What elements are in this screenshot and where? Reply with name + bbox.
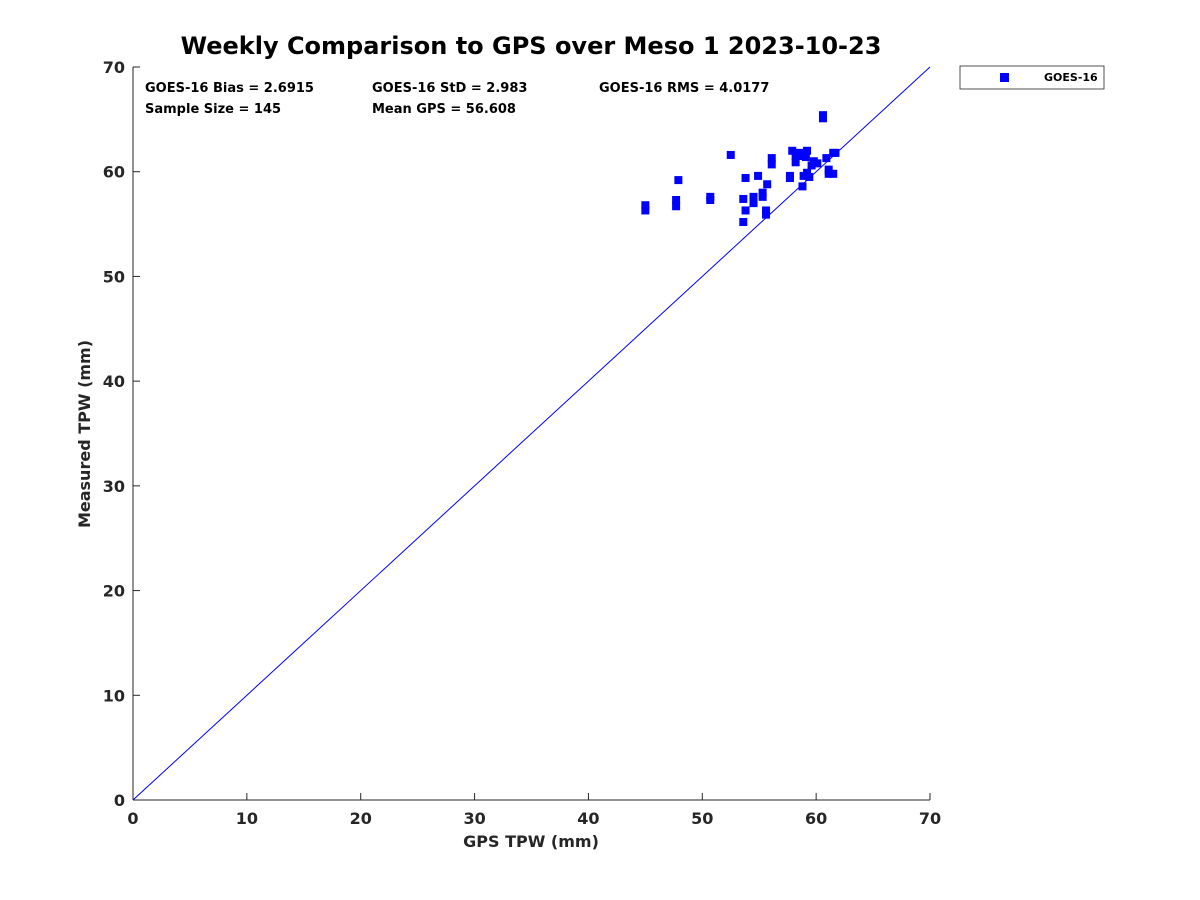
x-tick-label: 70 bbox=[919, 809, 941, 828]
goes16-data-point bbox=[741, 206, 750, 215]
goes16-data-point bbox=[801, 153, 810, 162]
stat-std: GOES-16 StD = 2.983 bbox=[372, 81, 527, 96]
goes16-data-point bbox=[791, 158, 800, 167]
goes16-data-point bbox=[749, 192, 758, 201]
goes16-data-point bbox=[641, 201, 650, 210]
goes16-data-point bbox=[785, 173, 794, 182]
goes16-data-point bbox=[803, 168, 812, 177]
stats-block: GOES-16 Bias = 2.6915 GOES-16 StD = 2.98… bbox=[145, 81, 769, 117]
stat-mean-gps: Mean GPS = 56.608 bbox=[372, 102, 516, 117]
goes16-data-point bbox=[798, 182, 807, 191]
one-to-one-line bbox=[132, 66, 931, 801]
legend: GOES-16 bbox=[959, 65, 1105, 90]
goes16-data-point bbox=[805, 172, 814, 181]
y-tick-label: 40 bbox=[103, 372, 125, 391]
goes16-series bbox=[641, 111, 840, 226]
stat-rms: GOES-16 RMS = 4.0177 bbox=[599, 81, 769, 96]
goes16-data-point bbox=[726, 150, 735, 159]
goes16-data-point bbox=[818, 114, 827, 123]
goes16-data-point bbox=[758, 192, 767, 201]
goes16-data-point bbox=[749, 199, 758, 208]
goes16-data-point bbox=[807, 161, 816, 170]
y-tick-label: 10 bbox=[103, 686, 125, 705]
goes16-data-point bbox=[829, 169, 838, 178]
goes16-data-point bbox=[674, 176, 683, 185]
goes16-data-point bbox=[739, 194, 748, 203]
x-tick-label: 60 bbox=[805, 809, 827, 828]
goes16-data-point bbox=[641, 206, 650, 215]
legend-label-goes16: GOES-16 bbox=[1044, 71, 1098, 84]
stat-bias: GOES-16 Bias = 2.6915 bbox=[145, 81, 314, 96]
y-tick-label: 30 bbox=[103, 477, 125, 496]
y-axis-label: Measured TPW (mm) bbox=[75, 340, 94, 528]
legend-marker-square bbox=[1000, 73, 1009, 82]
goes16-data-point bbox=[797, 152, 806, 161]
legend-box bbox=[959, 65, 1105, 90]
x-tick-label: 50 bbox=[691, 809, 713, 828]
goes16-data-point bbox=[824, 165, 833, 174]
goes16-data-point bbox=[767, 154, 776, 163]
y-tick-label: 0 bbox=[114, 791, 125, 810]
x-tick-label: 30 bbox=[463, 809, 485, 828]
goes16-data-point bbox=[672, 195, 681, 204]
goes16-data-point bbox=[762, 206, 771, 215]
x-tick-label: 40 bbox=[577, 809, 599, 828]
stat-sample-size: Sample Size = 145 bbox=[145, 102, 281, 117]
goes16-data-point bbox=[824, 169, 833, 178]
chart-title: Weekly Comparison to GPS over Meso 1 202… bbox=[181, 32, 882, 60]
goes16-data-point bbox=[813, 159, 822, 168]
goes16-data-point bbox=[767, 160, 776, 169]
goes16-data-point bbox=[822, 154, 831, 163]
goes16-data-point bbox=[739, 217, 748, 226]
axis-ticks: 0 10 20 30 40 50 60 70 0 10 20 30 40 50 60 70 bbox=[103, 58, 941, 828]
plot-area: 0 10 20 30 40 50 60 70 0 10 20 30 40 50 60 70 bbox=[103, 58, 941, 828]
goes16-data-point bbox=[741, 173, 750, 182]
goes16-data-point bbox=[788, 146, 797, 155]
goes16-data-point bbox=[763, 180, 772, 189]
goes16-data-point bbox=[803, 146, 812, 155]
y-tick-label: 50 bbox=[103, 267, 125, 286]
y-tick-label: 70 bbox=[103, 58, 125, 77]
y-tick-label: 20 bbox=[103, 582, 125, 601]
goes16-data-point bbox=[706, 195, 715, 204]
goes16-data-point bbox=[831, 148, 840, 157]
x-tick-label: 10 bbox=[236, 809, 258, 828]
goes16-data-point bbox=[672, 202, 681, 211]
x-tick-label: 20 bbox=[350, 809, 372, 828]
x-axis-label: GPS TPW (mm) bbox=[463, 832, 599, 851]
goes16-data-point bbox=[762, 210, 771, 219]
x-tick-label: 0 bbox=[127, 809, 138, 828]
y-tick-label: 60 bbox=[103, 163, 125, 182]
goes16-data-point bbox=[758, 188, 767, 197]
goes16-data-point bbox=[754, 171, 763, 180]
